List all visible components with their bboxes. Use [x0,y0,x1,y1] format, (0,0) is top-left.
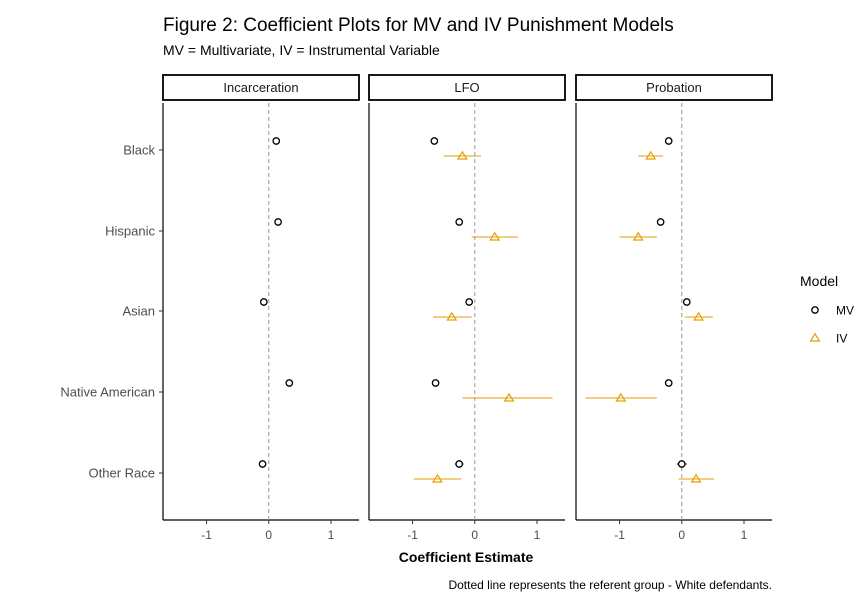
point-marker [503,392,515,402]
point-marker [272,137,281,145]
data-point-mv-probation-native-american [664,379,673,387]
data-point-mv-lfo-asian [465,298,474,306]
category-label-black: Black [123,143,155,158]
point-marker [677,460,686,468]
data-point-iv-lfo-black [443,150,481,160]
legend: Model MV IV [800,273,854,346]
x-tick-label: 1 [741,528,748,542]
point-marker [455,460,464,468]
x-tick-label: 0 [471,528,478,542]
series-iv [413,150,715,483]
category-label-asian: Asian [122,304,155,319]
point-marker [285,379,294,387]
legend-key [811,306,819,314]
point-marker [446,311,458,321]
category-label-hispanic: Hispanic [105,224,155,239]
point-marker [645,150,657,160]
x-tick-label: 1 [328,528,335,542]
point-marker [664,137,673,145]
data-point-iv-lfo-native-american [462,392,553,402]
data-point-mv-lfo-other-race [454,460,464,468]
data-point-iv-probation-native-american [585,392,657,402]
data-point-mv-incarceration-black [272,137,281,145]
panel-strip-label: LFO [454,80,479,95]
data-point-mv-lfo-black [430,137,439,145]
point-marker [258,460,267,468]
legend-title: Model [800,273,838,289]
data-point-mv-incarceration-other-race [258,460,267,468]
point-marker [456,150,468,160]
point-marker [489,231,501,241]
category-label-other-race: Other Race [89,466,155,481]
point-marker [455,218,464,226]
panels: Incarceration -1 0 1 LFO -1 0 1 Probation -1 0 1 [162,74,773,542]
panel-incarceration: Incarceration -1 0 1 [162,74,360,542]
data-point-iv-probation-hispanic [619,231,657,241]
data-point-iv-lfo-asian [433,311,472,321]
data-point-iv-lfo-hispanic [471,231,519,241]
data-point-mv-probation-asian [682,298,691,306]
panel-strip [575,74,773,101]
legend-label: IV [836,332,847,346]
point-marker [664,379,673,387]
point-marker [682,298,691,306]
panel-strip [162,74,360,101]
chart-subtitle: MV = Multivariate, IV = Instrumental Var… [163,42,440,58]
series-mv [258,137,691,468]
data-point-mv-probation-black [664,137,673,145]
data-point-mv-lfo-native-american [431,379,440,387]
data-point-iv-lfo-other-race [413,473,462,483]
data-point-mv-incarceration-asian [259,298,268,306]
x-axis-title: Coefficient Estimate [399,549,534,565]
point-marker [274,218,282,226]
data-point-mv-incarceration-hispanic [274,218,282,226]
x-tick-label: 0 [678,528,685,542]
x-tick-label: -1 [614,528,625,542]
point-marker [430,137,439,145]
point-marker [431,379,440,387]
legend-key [809,332,821,342]
data-point-iv-probation-asian [684,311,713,321]
panel-lfo: LFO -1 0 1 [368,74,566,542]
panel-strip-label: Probation [646,80,702,95]
chart-caption: Dotted line represents the referent grou… [448,578,772,592]
panel-strip [368,74,566,101]
point-marker [431,473,443,483]
data-point-mv-lfo-hispanic [455,218,464,226]
point-marker [259,298,268,306]
data-point-iv-probation-black [638,150,664,160]
data-point-mv-probation-other-race [676,460,687,468]
data-point-mv-probation-hispanic [656,218,665,226]
legend-item-mv: MV [811,304,854,318]
point-marker [615,392,627,402]
x-tick-label: 1 [534,528,541,542]
point-marker [690,473,702,483]
y-axis-category-labels: Black Hispanic Asian Native American Other R… [60,143,163,481]
chart-title: Figure 2: Coefficient Plots for MV and I… [163,15,674,36]
point-marker [693,311,705,321]
point-marker [656,218,665,226]
category-label-native-american: Native American [60,385,155,400]
legend-item-iv: IV [809,332,847,346]
x-tick-label: -1 [201,528,212,542]
panel-strip-label: Incarceration [223,80,298,95]
x-tick-label: 0 [265,528,272,542]
legend-label: MV [836,304,854,318]
x-tick-label: -1 [407,528,418,542]
data-point-iv-probation-other-race [678,473,715,483]
point-marker [632,231,644,241]
panel-probation: Probation -1 0 1 [575,74,773,542]
point-marker [465,298,474,306]
data-point-mv-incarceration-native-american [285,379,294,387]
